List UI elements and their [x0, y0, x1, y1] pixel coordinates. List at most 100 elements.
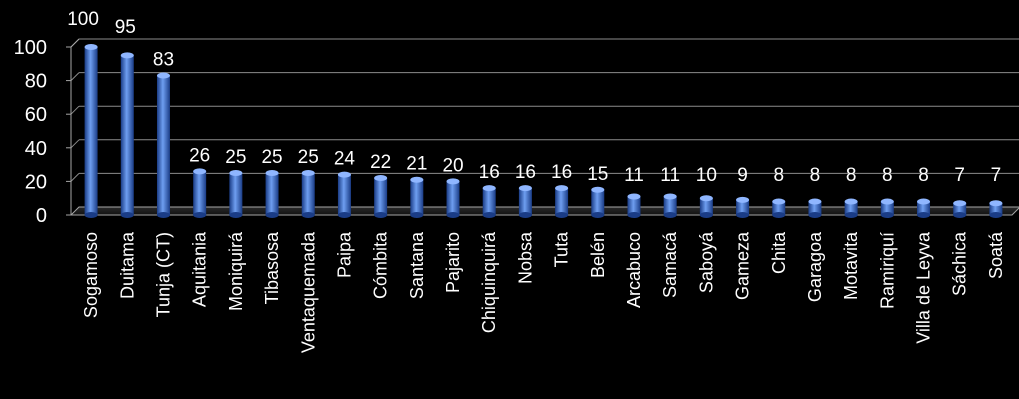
bar-body — [953, 203, 967, 215]
data-label: 95 — [115, 17, 136, 38]
bar-body — [917, 201, 931, 215]
bar-body — [446, 181, 460, 215]
bar-body — [120, 55, 134, 216]
bar-body — [699, 198, 713, 215]
bar-body — [265, 173, 279, 215]
data-label: 25 — [261, 147, 282, 168]
y-tick-label: 80 — [25, 71, 47, 93]
bar-cap — [518, 185, 532, 192]
bar-body — [482, 188, 496, 215]
data-label: 21 — [406, 154, 427, 175]
data-label: 8 — [773, 165, 784, 186]
bar-base — [193, 212, 207, 218]
data-label: 22 — [370, 152, 391, 173]
bar-body — [880, 201, 894, 215]
y-tick-label: 60 — [25, 104, 47, 126]
bar-cap — [772, 198, 786, 205]
bar — [772, 198, 786, 218]
bar-base — [337, 212, 351, 218]
x-tick-label: Cómbita — [371, 231, 391, 299]
data-label: 11 — [624, 165, 644, 186]
bar-cap — [120, 52, 134, 59]
bar-body — [844, 201, 858, 215]
y-tick-label: 20 — [25, 171, 47, 193]
chart-floor — [69, 206, 1019, 216]
bar-base — [989, 212, 1003, 218]
bar-base — [591, 212, 605, 218]
data-label: 83 — [153, 50, 174, 71]
bar-cap — [663, 193, 677, 200]
data-label: 8 — [810, 165, 821, 186]
bar-cap — [555, 185, 569, 192]
x-tick-label: Gameza — [733, 231, 753, 300]
data-label: 8 — [846, 165, 857, 186]
bar — [265, 170, 279, 218]
y-axis-top-edge — [70, 38, 80, 48]
bar-base — [808, 212, 822, 218]
data-label: 8 — [882, 165, 893, 186]
bar-base — [518, 212, 532, 218]
bar-cap — [193, 168, 207, 175]
bar-body — [193, 171, 207, 215]
bar-base — [482, 212, 496, 218]
bar-base — [156, 212, 170, 218]
x-tick-label: Saboyá — [696, 231, 716, 293]
x-tick-label: Pajarito — [443, 232, 463, 293]
bar — [446, 178, 460, 218]
data-label: 8 — [918, 165, 929, 186]
bar — [482, 185, 496, 218]
bar-base — [880, 212, 894, 218]
bar-body — [410, 179, 424, 215]
x-tick-label: Santana — [407, 231, 427, 299]
bar-body — [156, 75, 170, 215]
bar-base — [772, 212, 786, 218]
x-tick-label: Paipa — [334, 231, 354, 278]
bar — [808, 198, 822, 218]
y-tick-label: 100 — [14, 37, 47, 59]
x-tick-label: Garagoa — [805, 231, 825, 302]
bar — [880, 198, 894, 218]
gridline-left-edge — [70, 139, 80, 149]
bar — [555, 185, 569, 218]
bar — [410, 176, 424, 218]
bar-base — [229, 212, 243, 218]
bar-base — [699, 212, 713, 218]
bar-cap — [482, 185, 496, 192]
bar-body — [374, 178, 388, 215]
x-tick-label: Tuta — [552, 231, 572, 267]
bar-base — [555, 212, 569, 218]
bar-body — [518, 188, 532, 215]
data-label: 11 — [660, 165, 680, 186]
bar-cap — [84, 44, 98, 50]
bar-cap — [446, 178, 460, 185]
bar — [193, 168, 207, 218]
bar — [518, 185, 532, 218]
bar-base — [84, 212, 98, 218]
y-tick-label: 40 — [25, 138, 47, 160]
bar-body — [989, 203, 1003, 215]
bar-base — [627, 212, 641, 218]
bar — [120, 52, 134, 218]
bar-cap — [917, 198, 931, 205]
bar-cap — [156, 72, 170, 79]
bar-body — [591, 189, 605, 215]
bar-base — [301, 212, 315, 218]
bar-cap — [229, 170, 243, 176]
x-tick-label: Motavita — [841, 231, 861, 300]
data-label: 20 — [442, 155, 463, 176]
bar-cap — [953, 200, 967, 207]
data-label: 16 — [515, 162, 536, 183]
bar-cap — [265, 170, 279, 176]
x-tick-label: Belén — [588, 232, 608, 278]
bar-cap — [880, 198, 894, 205]
bar-body — [772, 201, 786, 215]
data-label: 25 — [298, 147, 319, 168]
bar — [301, 170, 315, 218]
bar-base — [410, 212, 424, 218]
bar-base — [917, 212, 931, 218]
gridline-left-edge — [70, 72, 80, 81]
bar — [591, 186, 605, 218]
bar — [156, 72, 170, 218]
bar — [736, 196, 750, 218]
data-label: 26 — [189, 145, 210, 166]
